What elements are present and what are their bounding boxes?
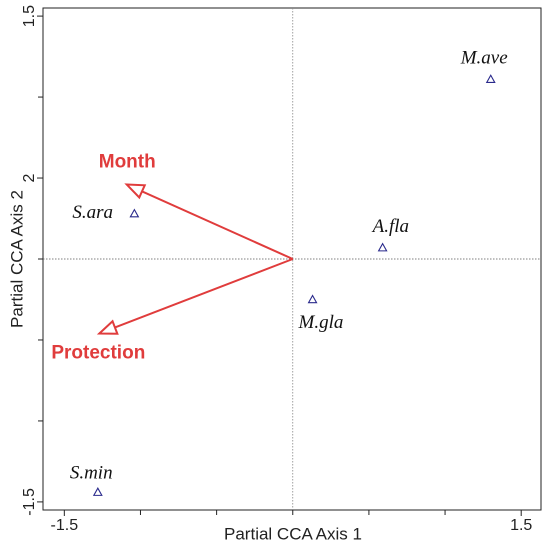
y-tick-label: 1.5 [21,5,38,27]
species-label: S.ara [72,202,113,223]
species-label: M.ave [460,48,508,69]
species-point [485,74,496,84]
vector-arrow [126,183,294,260]
species-point [129,208,140,218]
y-tick-label: -1.5 [21,488,38,516]
species-label: S.min [70,463,113,484]
species-point [92,487,103,496]
species-point [377,242,388,252]
species-label: M.gla [298,312,344,333]
arrow-head [96,319,119,335]
species-label: A.fla [371,216,409,237]
x-tick-label: -1.5 [51,517,79,534]
vector-arrow [98,258,294,335]
vector-label: Protection [51,343,145,364]
x-tick-label: 1.5 [510,517,532,534]
arrow-head [124,183,147,200]
species-point [307,294,318,304]
x-axis-title: Partial CCA Axis 1 [224,524,362,543]
vector-label: Month [99,152,156,173]
y-tick-label: 2 [21,173,38,182]
y-axis-title: Partial CCA Axis 2 [7,190,26,328]
